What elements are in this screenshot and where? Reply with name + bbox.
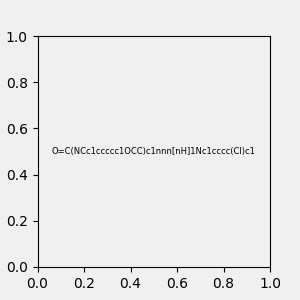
Text: O=C(NCc1ccccc1OCC)c1nnn[nH]1Nc1cccc(Cl)c1: O=C(NCc1ccccc1OCC)c1nnn[nH]1Nc1cccc(Cl)c… [52,147,256,156]
